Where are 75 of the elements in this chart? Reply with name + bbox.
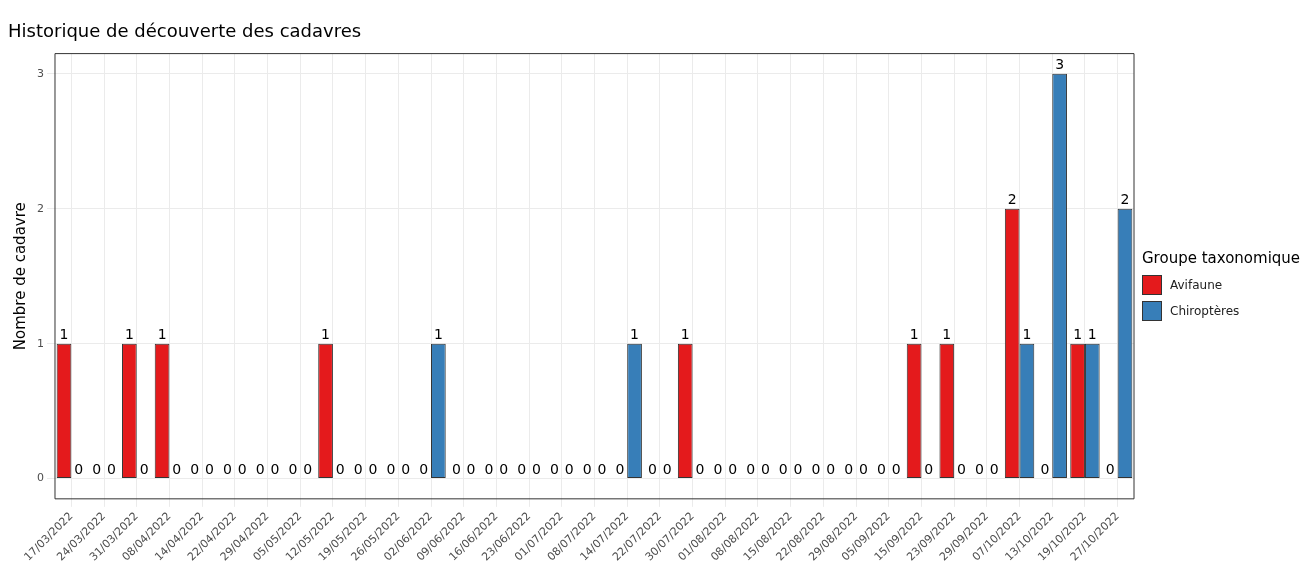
- legend-label: Avifaune: [1170, 277, 1223, 292]
- data-label: 0: [615, 461, 625, 478]
- data-label: 2: [1007, 191, 1017, 208]
- data-label: 1: [321, 326, 331, 343]
- data-label: 1: [909, 326, 919, 343]
- data-label: 0: [401, 461, 411, 478]
- data-label: 0: [582, 461, 592, 478]
- data-label: 1: [1073, 326, 1083, 343]
- y-axis-title: Nombre de cadavre: [10, 202, 29, 351]
- data-label: 0: [92, 461, 102, 478]
- data-label: 0: [597, 461, 607, 478]
- data-label: 1: [157, 326, 167, 343]
- data-label: 0: [353, 461, 363, 478]
- data-label: 0: [1105, 461, 1115, 478]
- data-label: 0: [255, 461, 265, 478]
- y-tick-label: 1: [37, 336, 44, 350]
- data-label: 0: [549, 461, 559, 478]
- data-label: 0: [713, 461, 723, 478]
- data-label: 0: [793, 461, 803, 478]
- data-label: 0: [484, 461, 494, 478]
- legend-title: Groupe taxonomique: [1142, 248, 1301, 267]
- data-label: 0: [728, 461, 738, 478]
- chart-title: Historique de découverte des cadavres: [8, 20, 362, 42]
- data-label: 0: [172, 461, 182, 478]
- data-label: 1: [1087, 326, 1097, 343]
- data-label: 0: [419, 461, 429, 478]
- data-label: 0: [760, 461, 770, 478]
- data-label: 0: [975, 461, 984, 478]
- data-label: 3: [1055, 56, 1065, 73]
- data-label: 0: [335, 461, 345, 478]
- data-label: 1: [59, 326, 69, 343]
- data-label: 1: [942, 326, 952, 343]
- y-tick-label: 3: [37, 66, 44, 80]
- data-label: 0: [811, 461, 821, 478]
- data-label: 0: [662, 461, 672, 478]
- data-label: 0: [648, 461, 657, 478]
- data-label: 0: [1040, 461, 1050, 478]
- data-label: 0: [989, 461, 999, 478]
- data-label: 0: [303, 461, 313, 478]
- data-label: 0: [778, 461, 788, 478]
- data-label: 1: [433, 326, 443, 343]
- data-label: 0: [74, 461, 84, 478]
- legend-label: Chiroptères: [1170, 303, 1240, 318]
- data-label: 1: [124, 326, 134, 343]
- data-label: 1: [630, 326, 640, 343]
- y-tick-label: 0: [37, 471, 44, 485]
- data-label: 0: [844, 461, 854, 478]
- data-label: 0: [223, 461, 232, 478]
- data-label: 0: [746, 461, 756, 478]
- data-label: 0: [288, 461, 298, 478]
- data-label: 0: [876, 461, 886, 478]
- data-label: 0: [826, 461, 836, 478]
- data-label: 0: [270, 461, 280, 478]
- data-label: 0: [386, 461, 396, 478]
- data-label: 0: [205, 461, 214, 478]
- data-label: 0: [368, 461, 378, 478]
- data-label: 1: [1022, 326, 1032, 343]
- data-label: 0: [499, 461, 509, 478]
- data-label: 0: [564, 461, 574, 478]
- data-label: 0: [517, 461, 527, 478]
- data-label: 0: [106, 461, 116, 478]
- data-label: 0: [891, 461, 901, 478]
- data-label: 0: [466, 461, 476, 478]
- data-label: 0: [139, 461, 149, 478]
- data-label: 0: [924, 461, 934, 478]
- data-label: 0: [695, 461, 705, 478]
- data-label: 0: [451, 461, 461, 478]
- data-label: 0: [858, 461, 868, 478]
- data-label: 1: [680, 326, 690, 343]
- y-tick-label: 2: [37, 201, 44, 215]
- data-label: 0: [532, 461, 541, 478]
- data-label: 0: [190, 461, 200, 478]
- data-label: 0: [237, 461, 247, 478]
- data-label: 2: [1120, 191, 1130, 208]
- data-label: 0: [957, 461, 966, 478]
